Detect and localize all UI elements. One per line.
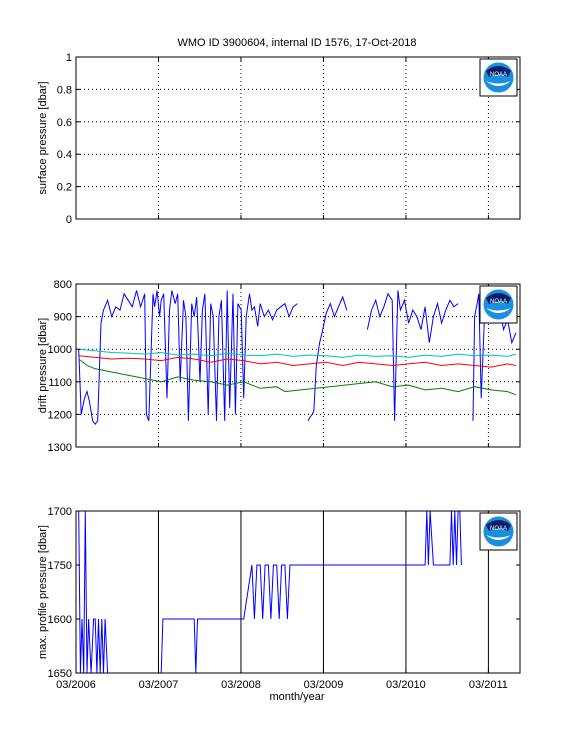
panels-container: 0 0.2 0.4 0.6 0.8 1 surface pressure [dbar] NOA… <box>37 52 521 691</box>
series-line-blue <box>307 295 348 422</box>
series-line-cyan <box>78 348 517 358</box>
y-tick-label: 0 <box>66 214 72 226</box>
y-tick-label: 1 <box>66 52 72 64</box>
x-axis-label: month/year <box>269 691 324 703</box>
x-tick-label: 03/2011 <box>469 679 508 691</box>
axes-frame <box>75 56 521 220</box>
y-axis-ticks: 0 0.2 0.4 0.6 0.8 1 <box>57 52 520 226</box>
y-axis-label: drift pressure [dbar] <box>37 318 49 413</box>
series-line-blue <box>78 510 462 674</box>
gridlines <box>76 57 520 219</box>
series-line-red <box>78 355 516 368</box>
x-tick-label: 03/2008 <box>221 679 261 691</box>
series-line-blue <box>78 290 298 426</box>
y-tick-label: 1750 <box>48 560 72 572</box>
logo-wave <box>486 308 511 313</box>
y-tick-label: 1600 <box>48 614 72 626</box>
x-tick-label: 03/2010 <box>386 679 426 691</box>
y-tick-label: 1700 <box>48 506 72 518</box>
noaa-logo: NOAA <box>479 512 518 551</box>
x-axis-ticks <box>75 57 489 219</box>
logo-wave <box>486 535 511 540</box>
y-tick-label: 0.2 <box>57 182 72 194</box>
y-tick-label: 0.6 <box>57 117 72 129</box>
panel-1: 0 0.2 0.4 0.6 0.8 1 surface pressure [dbar] NOA… <box>37 52 521 226</box>
logo-bird <box>486 293 511 304</box>
panel-2: 800 900 1000 1100 1200 1300 drift pressure [db… <box>37 279 521 454</box>
y-tick-label: 1100 <box>48 377 72 389</box>
y-tick-label: 1200 <box>48 409 72 421</box>
logo-text: NOAA <box>490 526 507 532</box>
x-tick-label: 03/2009 <box>304 679 344 691</box>
noaa-logo: NOAA <box>479 58 518 97</box>
y-tick-label: 1650 <box>48 668 72 680</box>
y-axis-label: max. profile pressure [dbar] <box>37 525 49 659</box>
axes-frame <box>75 283 521 448</box>
y-axis-label: surface pressure [dbar] <box>37 81 49 194</box>
y-tick-label: 800 <box>54 279 72 291</box>
x-axis-ticks <box>75 284 489 447</box>
logo-wave <box>486 81 511 86</box>
series-line-blue <box>366 290 459 421</box>
figure-title: WMO ID 3900604, internal ID 1576, 17-Oct… <box>177 37 416 49</box>
y-tick-label: 0.8 <box>57 84 72 96</box>
axes-frame <box>75 510 521 674</box>
y-tick-label: 900 <box>54 312 72 324</box>
x-tick-label: 03/2006 <box>56 679 96 691</box>
logo-bird <box>486 520 511 531</box>
y-tick-label: 0.4 <box>57 149 72 161</box>
x-axis-ticks: 03/2006 03/2007 03/2008 03/2009 03/2010 03/20… <box>56 511 508 691</box>
y-tick-label: 1000 <box>48 344 72 356</box>
y-tick-label: 1300 <box>48 442 72 454</box>
noaa-logo: NOAA <box>479 285 518 324</box>
y-axis-ticks: 1650 1600 1750 1700 <box>48 506 520 680</box>
x-tick-label: 03/2007 <box>139 679 179 691</box>
logo-text: NOAA <box>490 72 507 78</box>
logo-text: NOAA <box>490 299 507 305</box>
plot-area <box>76 57 520 219</box>
logo-bird <box>486 66 511 77</box>
series-line-green <box>78 358 517 396</box>
y-axis-ticks: 800 900 1000 1100 1200 1300 <box>48 279 520 454</box>
plot-area <box>76 511 520 673</box>
